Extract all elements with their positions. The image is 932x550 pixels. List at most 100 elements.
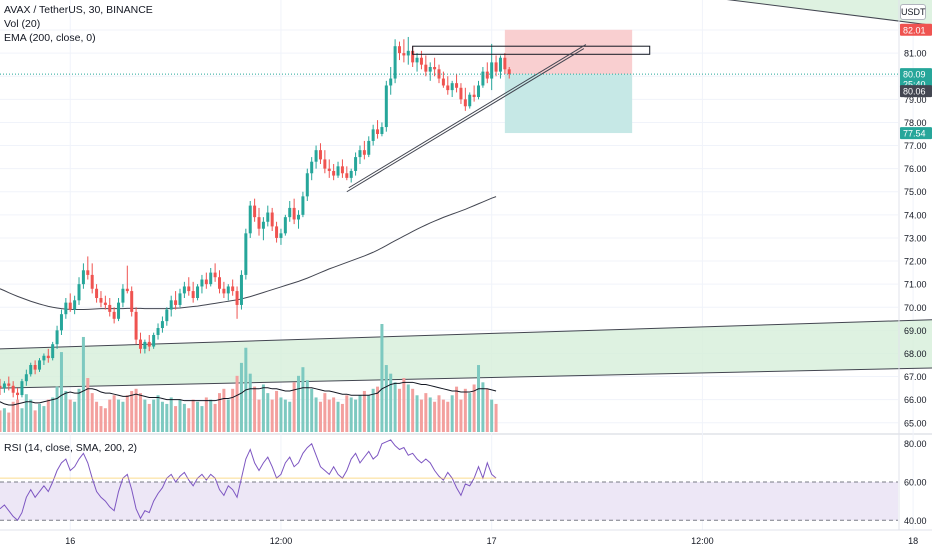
volume-bar xyxy=(33,410,37,432)
candle-body xyxy=(318,150,322,160)
volume-bar xyxy=(376,386,380,432)
volume-bar xyxy=(191,399,195,432)
candle-body xyxy=(160,321,164,329)
position-loss-zone xyxy=(504,29,633,75)
ema-line xyxy=(0,196,497,311)
ema-price-marker-bg xyxy=(900,85,932,98)
volume-bar xyxy=(261,384,265,432)
volume-bar xyxy=(239,362,243,432)
volume-bar xyxy=(437,395,441,432)
volume-bar xyxy=(292,382,296,432)
candle-body xyxy=(433,66,437,70)
price-axis[interactable]: 82.0081.0080.0079.0078.0077.0076.0075.00… xyxy=(898,0,927,530)
volume-bar xyxy=(406,384,410,432)
current-price-marker-countdown: 25:40 xyxy=(903,80,926,90)
time-tick-label: 18 xyxy=(908,536,918,546)
candle-body xyxy=(384,85,388,128)
candle-body xyxy=(490,62,494,79)
volume-bar xyxy=(42,406,46,432)
candle-body xyxy=(130,291,134,312)
candle-body xyxy=(380,127,384,134)
candle-body xyxy=(393,46,397,79)
price-tick-label: 68.00 xyxy=(904,349,927,359)
candle-body xyxy=(389,78,393,86)
volume-bar xyxy=(103,408,107,432)
candle-body xyxy=(138,339,142,349)
volume-bar xyxy=(138,393,142,432)
candle-body xyxy=(424,64,428,72)
volume-bar xyxy=(283,399,287,432)
candle-body xyxy=(354,157,358,171)
volume-legend[interactable]: Vol (20) xyxy=(4,18,41,30)
volume-bar xyxy=(477,365,481,432)
volume-bar xyxy=(362,390,366,432)
lower-channel-top-line xyxy=(0,319,932,350)
volume-bar xyxy=(68,399,72,432)
candle-body xyxy=(16,392,20,396)
rsi-tick-label: 40.00 xyxy=(904,516,927,526)
volume-bar xyxy=(428,397,432,432)
rising-trendline-parallel xyxy=(348,44,587,189)
candle-body xyxy=(340,166,344,174)
candle-body xyxy=(239,274,243,305)
candle-body xyxy=(261,221,265,229)
volume-bar xyxy=(463,388,467,432)
main-pane[interactable] xyxy=(0,0,932,530)
candle-body xyxy=(362,150,366,155)
candle-body xyxy=(121,288,125,303)
volume-bar xyxy=(147,403,151,432)
volume-bar xyxy=(117,399,121,432)
candle-body xyxy=(178,293,182,305)
price-tick-label: 79.00 xyxy=(904,95,927,105)
rsi-indicator xyxy=(0,439,898,522)
candle-body xyxy=(99,298,103,303)
candle-body xyxy=(143,341,147,349)
candle-body xyxy=(498,57,502,72)
lower-channel-zone xyxy=(0,319,932,389)
candle-body xyxy=(450,83,454,91)
volume-bar xyxy=(253,386,257,432)
candle-body xyxy=(406,50,410,56)
volume-bar xyxy=(152,399,156,432)
volume-bar xyxy=(384,365,388,432)
volume-bar xyxy=(411,388,415,432)
candle-body xyxy=(81,270,85,285)
candle-body xyxy=(297,214,301,220)
stop-price-marker: 77.54 xyxy=(903,129,926,139)
rsi-pane[interactable] xyxy=(0,439,898,522)
candle-body xyxy=(191,291,195,299)
rsi-legend[interactable]: RSI (14, close, SMA, 200, 2) xyxy=(4,442,138,454)
candle-body xyxy=(446,85,450,91)
volume-bar xyxy=(73,401,77,432)
ema-legend[interactable]: EMA (200, close, 0) xyxy=(4,32,96,44)
currency-selector[interactable]: USDT xyxy=(900,4,926,20)
symbol-legend[interactable]: AVAX / TetherUS, 30, BINANCE xyxy=(4,4,153,16)
candle-body xyxy=(117,302,121,319)
drawing-tools[interactable] xyxy=(0,44,898,193)
volume-bar xyxy=(125,395,129,432)
volume-bar xyxy=(336,401,340,432)
volume-bar xyxy=(358,395,362,432)
price-tick-label: 77.00 xyxy=(904,141,927,151)
candle-body xyxy=(125,288,129,292)
volume-bar xyxy=(266,393,270,432)
volume-bar xyxy=(112,395,116,432)
volume-bar xyxy=(46,399,50,432)
volume-bar xyxy=(270,399,274,432)
candle-body xyxy=(485,71,489,79)
time-tick-label: 12:00 xyxy=(691,536,714,546)
candle-body xyxy=(95,288,99,299)
volume-bar xyxy=(81,336,85,432)
candle-body xyxy=(314,150,318,162)
candle-body xyxy=(481,71,485,86)
volume-bar xyxy=(275,390,279,432)
candle-body xyxy=(244,233,248,275)
candle-body xyxy=(182,286,186,294)
candle-body xyxy=(358,150,362,158)
volume-bar xyxy=(134,388,138,432)
candle-body xyxy=(20,381,24,396)
upper-channel-zone xyxy=(324,0,932,26)
